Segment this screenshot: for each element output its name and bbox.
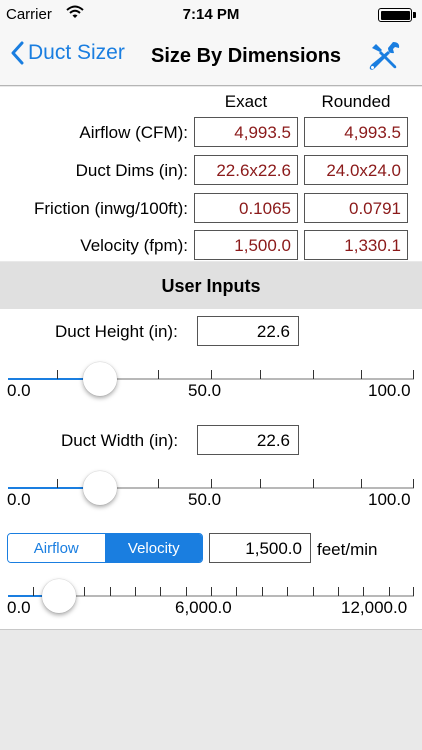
duct-width-max-label: 100.0 [368,490,411,509]
slider-tick [158,479,159,488]
airflow-velocity-segmented-control[interactable]: Airflow Velocity [7,533,203,563]
duct-dims-rounded-value: 24.0x24.0 [304,155,408,185]
duct-dims-label: Duct Dims (in): [75,161,188,180]
friction-rounded-value: 0.0791 [304,193,408,223]
slider-tick [363,587,364,596]
velocity-exact-value: 1,500.0 [194,230,298,260]
duct-width-slider-thumb[interactable] [83,471,117,505]
slider-tick [389,587,390,596]
duct-height-min-label: 0.0 [7,381,31,400]
tools-icon [369,42,400,70]
slider-tick [313,587,314,596]
carrier-label: Carrier [6,6,52,23]
slider-tick [260,370,261,379]
user-inputs-panel: Duct Height (in): 22.6 0.0 50.0 100.0 Du… [0,309,422,630]
status-bar: Carrier 7:14 PM [0,0,422,30]
slider-tick [413,370,414,379]
duct-height-slider[interactable] [8,362,414,396]
column-header-exact: Exact [224,92,268,111]
velocity-slider-thumb[interactable] [42,579,76,613]
slider-tick [236,587,237,596]
duct-height-max-label: 100.0 [368,381,411,400]
duct-dims-exact-value: 22.6x22.6 [194,155,298,185]
slider-tick [186,587,187,596]
slider-tick [361,479,362,488]
airflow-exact-value: 4,993.5 [194,117,298,147]
wifi-icon [66,5,84,23]
duct-height-mid-label: 50.0 [188,381,222,400]
duct-height-label: Duct Height (in): [55,322,178,341]
navigation-bar: Duct Sizer Size By Dimensions [0,30,422,86]
page-title: Size By Dimensions [151,45,342,67]
slider-tick [313,479,314,488]
velocity-rounded-value: 1,330.1 [304,230,408,260]
duct-height-input[interactable]: 22.6 [197,316,299,346]
column-header-rounded: Rounded [321,92,391,111]
tools-button[interactable] [366,38,402,79]
slider-tick [211,370,212,379]
slider-tick [84,587,85,596]
velocity-label: Velocity (fpm): [80,236,188,255]
velocity-max-label: 12,000.0 [341,598,408,617]
duct-width-slider[interactable] [8,471,414,505]
slider-tick [260,479,261,488]
duct-width-input[interactable]: 22.6 [197,425,299,455]
duct-width-min-label: 0.0 [7,490,31,509]
friction-label: Friction (inwg/100ft): [34,199,188,218]
status-time: 7:14 PM [182,6,240,23]
slider-tick [287,587,288,596]
segment-velocity[interactable]: Velocity [105,534,202,562]
slider-tick [338,587,339,596]
back-button-label: Duct Sizer [28,41,125,64]
airflow-label: Airflow (CFM): [79,123,188,142]
slider-tick [160,587,161,596]
slider-tick [262,587,263,596]
velocity-unit-label: feet/min [317,540,378,559]
back-button[interactable]: Duct Sizer [10,41,125,65]
slider-tick [135,587,136,596]
velocity-min-label: 0.0 [7,598,31,617]
results-panel: Exact Rounded Airflow (CFM): 4,993.5 4,9… [0,87,422,261]
slider-tick [211,479,212,488]
user-inputs-header: User Inputs [0,262,422,309]
slider-tick [413,587,414,596]
duct-width-label: Duct Width (in): [61,431,179,450]
velocity-mid-label: 6,000.0 [175,598,232,617]
friction-exact-value: 0.1065 [194,193,298,223]
slider-tick [110,587,111,596]
airflow-rounded-value: 4,993.5 [304,117,408,147]
slider-tick [413,479,414,488]
slider-tick [57,370,58,379]
duct-height-slider-thumb[interactable] [83,362,117,396]
slider-tick [158,370,159,379]
segment-airflow[interactable]: Airflow [8,534,106,562]
duct-width-mid-label: 50.0 [188,490,222,509]
slider-tick [313,370,314,379]
chevron-left-icon [11,41,24,65]
velocity-input[interactable]: 1,500.0 [209,533,311,563]
battery-icon [378,8,416,22]
velocity-slider[interactable] [8,579,414,613]
slider-tick [33,587,34,596]
slider-tick [361,370,362,379]
slider-tick [211,587,212,596]
slider-tick [57,479,58,488]
